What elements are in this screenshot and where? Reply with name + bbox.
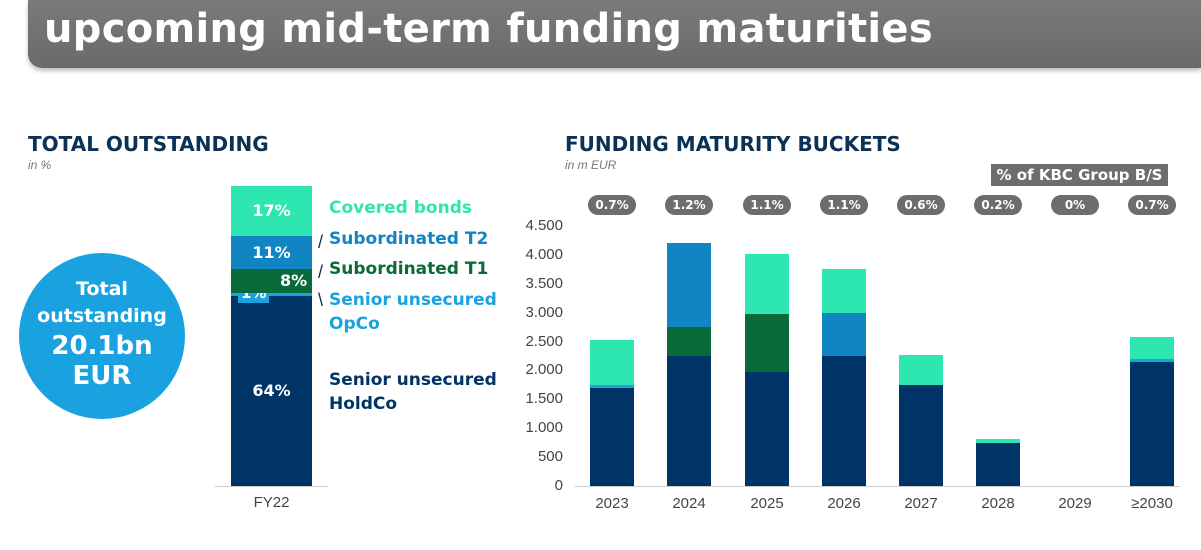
x-tick-label: 2029 [1058,495,1092,512]
legend-item-line: OpCo [329,314,380,334]
title-banner: upcoming mid-term funding maturities [28,0,1201,68]
stack-segment [231,236,312,270]
y-tick-label: 500 [537,448,563,466]
maturity-buckets-title: FUNDING MATURITY BUCKETS [565,132,901,156]
y-tick-label: 0 [554,477,563,494]
stack-segment-label: 64% [252,380,291,400]
bar-segment [1130,358,1174,362]
kbc-share-pill: 1.1% [743,195,791,215]
x-tick-label: 2024 [672,495,706,512]
legend-item: Senior unsecured HoldCo [329,368,497,416]
legend-item-line: Senior unsecured [329,370,497,390]
y-tick-label: 1.000 [525,419,563,437]
page-title: upcoming mid-term funding maturities [44,6,933,52]
circle-line-1: Total [76,278,128,300]
stack-segment-label: 8% [280,271,308,291]
circle-line-3: 20.1bn EUR [51,331,153,391]
x-tick-label: 2023 [595,495,629,512]
stack-segment-label: 17% [252,201,291,221]
y-tick-label: 4.000 [525,245,563,263]
stack-baseline [215,486,328,487]
legend-item-line: Senior unsecured [329,290,497,310]
bar-segment [976,439,1020,444]
legend-item: Senior unsecured OpCo [329,288,497,336]
bar-segment [590,384,634,388]
x-tick-label: ≥2030 [1131,495,1173,512]
kbc-share-pill: 0.2% [974,195,1022,215]
legend-item: Covered bonds [329,196,472,220]
stack-segment [231,292,312,296]
legend-item-line: Covered bonds [329,198,473,218]
stack-segment-label: 11% [252,242,291,262]
maturity-baseline [575,486,1180,487]
legend-leader-mark: / [318,232,324,252]
bar-segment [1130,361,1174,486]
y-tick-label: 3.000 [525,303,563,321]
stack-segment [231,269,312,293]
kbc-share-pill: 0.6% [897,195,945,215]
stack-segment [231,186,312,237]
kbc-share-header: % of KBC Group B/S [991,164,1168,186]
legend-item: Subordinated T1 [329,257,488,281]
legend-leader-mark: \ [318,290,324,310]
total-outstanding-title: TOTAL OUTSTANDING [28,132,269,156]
total-outstanding-unit: in % [28,158,52,172]
bar-segment [667,327,711,356]
x-tick-label: 2028 [981,495,1015,512]
legend-leader-mark: / [318,262,324,282]
legend-item-line: HoldCo [329,394,398,414]
kbc-share-pill: 0.7% [1128,195,1176,215]
legend-item-line: Subordinated T2 [329,229,489,249]
kbc-share-pill: 1.2% [665,195,713,215]
bar-segment [822,356,866,486]
bar-segment [899,354,943,385]
bar-segment [1130,336,1174,359]
total-outstanding-circle: Total outstanding 20.1bn EUR [19,253,185,419]
stack-segment [231,295,312,486]
bar-segment [667,243,711,328]
kbc-share-pill: 0.7% [588,195,636,215]
x-tick-label: 2026 [827,495,861,512]
y-tick-label: 1.500 [525,390,563,408]
bar-segment [976,443,1020,486]
kbc-share-pill: 0% [1051,195,1099,215]
x-tick-label: 2027 [904,495,938,512]
bar-segment [745,313,789,372]
bar-segment [667,356,711,486]
y-tick-label: 3.500 [525,274,563,292]
x-tick-label: 2025 [750,495,784,512]
legend-item-line: Subordinated T1 [329,259,489,279]
bar-segment [822,312,866,356]
y-tick-label: 2.500 [525,332,563,350]
stack-category-label: FY22 [253,494,290,511]
circle-line-2: outstanding [37,305,167,327]
bar-segment [899,384,943,486]
bar-segment [745,371,789,486]
bar-segment [822,269,866,313]
bar-segment [590,339,634,385]
kbc-share-pill: 1.1% [820,195,868,215]
y-tick-label: 4.500 [525,217,563,234]
legend-item: Subordinated T2 [329,227,488,251]
maturity-buckets-unit: in m EUR [565,158,617,172]
bar-segment [590,387,634,486]
bar-segment [745,254,789,314]
y-tick-label: 2.000 [525,361,563,379]
